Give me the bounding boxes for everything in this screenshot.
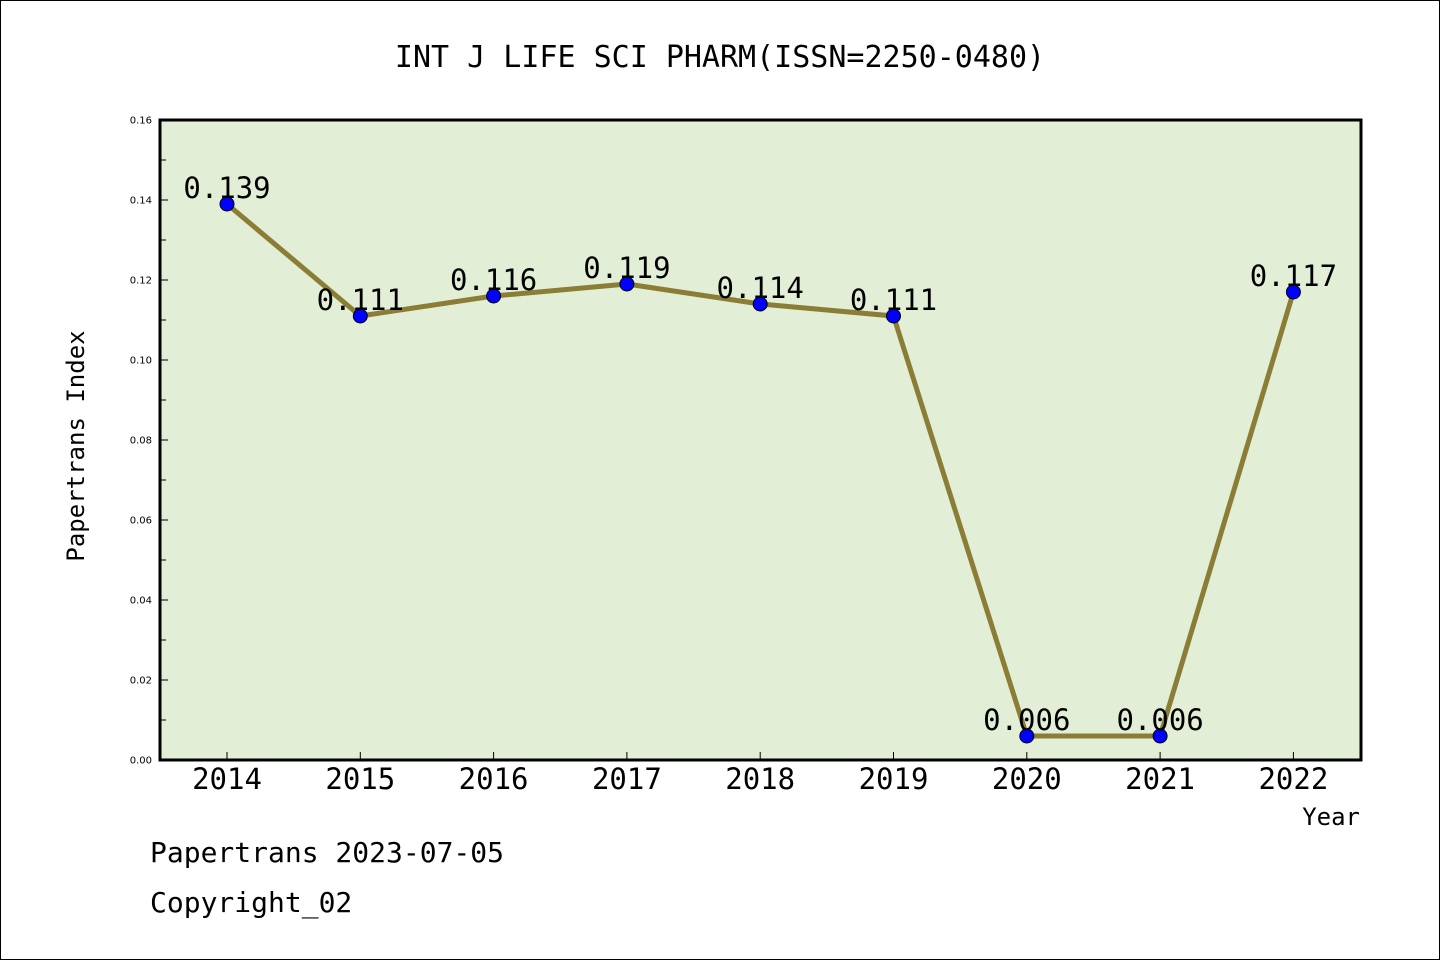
y-tick-label: 0.06	[130, 516, 152, 527]
footer-date: Papertrans 2023-07-05	[150, 836, 505, 869]
plot-area	[158, 118, 1363, 762]
data-label: 0.119	[583, 251, 670, 285]
y-tick-label: 0.16	[130, 116, 152, 127]
y-tick-label: 0.10	[130, 356, 152, 367]
y-tick-label: 0.00	[130, 756, 152, 767]
data-label: 0.006	[1116, 703, 1203, 737]
data-label: 0.139	[183, 171, 270, 205]
data-point	[352, 308, 368, 324]
y-tick-label: 0.08	[130, 436, 152, 447]
y-tick-label: 0.14	[130, 196, 152, 207]
data-point	[619, 276, 635, 292]
chart-title: INT J LIFE SCI PHARM(ISSN=2250-0480)	[395, 40, 1045, 75]
x-tick-label: 2021	[1125, 762, 1195, 796]
data-label: 0.111	[317, 283, 404, 317]
y-tick-label: 0.12	[130, 276, 152, 287]
data-point	[1152, 728, 1168, 744]
data-point	[219, 196, 235, 212]
data-point	[886, 308, 901, 324]
data-label: 0.006	[983, 703, 1070, 737]
data-point	[752, 296, 768, 312]
y-tick-label: 0.04	[130, 596, 152, 607]
data-label: 0.116	[450, 263, 537, 297]
data-label: 0.117	[1250, 259, 1337, 293]
data-point	[486, 288, 502, 304]
x-tick-label: 2020	[992, 762, 1062, 796]
data-point	[1285, 284, 1301, 300]
data-label: 0.114	[717, 271, 804, 305]
y-tick-label: 0.02	[130, 676, 152, 687]
data-markers	[219, 196, 1301, 744]
data-label: 0.111	[850, 283, 937, 317]
data-point	[1019, 728, 1035, 744]
footer-copyright: Copyright_02	[150, 886, 353, 919]
x-axis-ticks: 2014 2015 2016 2017 2018 2019 2020 2021 2022	[192, 752, 1328, 796]
y-axis-ticks: 0.00 0.02 0.04 0.06 0.08 0.10 0.12 0.14 0.16	[130, 116, 168, 767]
x-tick-label: 2018	[725, 762, 795, 796]
x-axis-title: Year	[1302, 803, 1360, 831]
x-tick-label: 2022	[1258, 762, 1328, 796]
y-axis-title: Papertrans Index	[62, 330, 90, 561]
x-tick-label: 2015	[325, 762, 395, 796]
x-tick-label: 2014	[192, 762, 262, 796]
x-tick-label: 2016	[459, 762, 529, 796]
x-tick-label: 2019	[859, 762, 929, 796]
data-labels: 0.139 0.111 0.116 0.119 0.114 0.111 0.006 0.006…	[183, 171, 1337, 737]
x-tick-label: 2017	[592, 762, 662, 796]
